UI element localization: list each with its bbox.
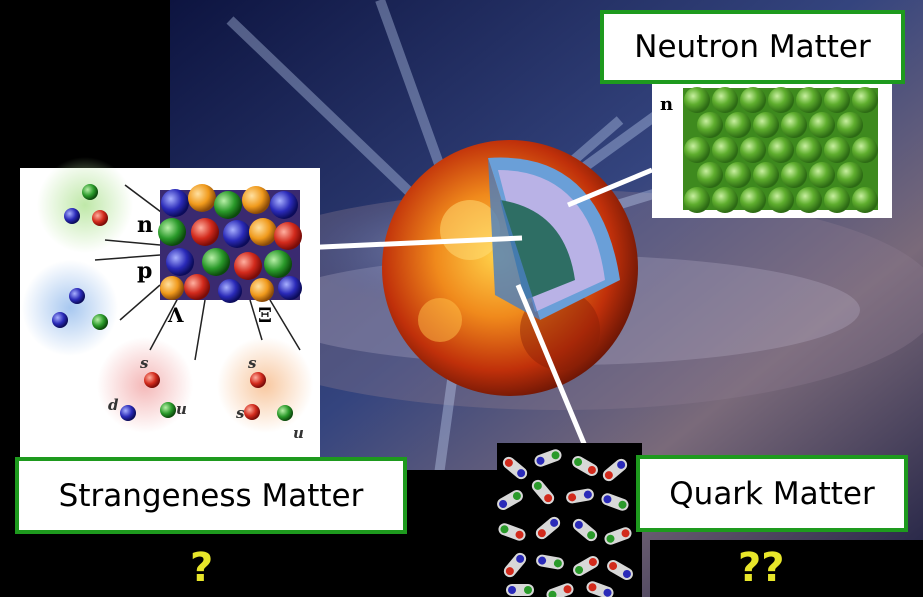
- neutron-ball: [684, 137, 710, 163]
- hadron-lattice: [158, 184, 302, 303]
- quark-matter-panel: [497, 443, 642, 597]
- quark-pair: [572, 518, 598, 542]
- neutron-ball: [740, 87, 766, 113]
- xi-quark-s-top: s: [248, 354, 257, 372]
- lambda-particle: [120, 372, 176, 421]
- lambda-quark-u: u: [176, 400, 187, 418]
- xi-particle: [244, 372, 293, 421]
- neutron-ball: [796, 137, 822, 163]
- strangeness-matter-label: Strangeness Matter: [15, 457, 407, 534]
- neutron-ball: [824, 187, 850, 213]
- quark-pair: [506, 584, 534, 596]
- quark-pair: [572, 456, 598, 476]
- neutron-ball: [740, 137, 766, 163]
- neutron-ball: [725, 112, 751, 138]
- neutron-ball: [837, 112, 863, 138]
- strangeness-matter-panel: n p Λ Ξ s d u s s u: [20, 157, 320, 460]
- quark-pair: [531, 479, 555, 505]
- proton-particle: [52, 288, 108, 330]
- neutron-ball: [712, 187, 738, 213]
- neutron-ball: [809, 162, 835, 188]
- neutron-ball: [697, 112, 723, 138]
- neutron-ball: [740, 187, 766, 213]
- neutron-ball: [781, 112, 807, 138]
- neutron-ball: [796, 187, 822, 213]
- lambda-quark-d: d: [108, 396, 119, 414]
- quark-matter-label: Quark Matter: [636, 455, 908, 532]
- neutron-matter-panel: n: [652, 78, 892, 218]
- quark-pair: [536, 554, 564, 570]
- neutron-star: [382, 140, 638, 396]
- quark-pair: [586, 581, 614, 597]
- lambda-quark-s: s: [140, 354, 149, 372]
- inset-neutron-symbol: n: [660, 94, 673, 115]
- neutron-ball: [684, 87, 710, 113]
- neutron-ball: [852, 87, 878, 113]
- quark-pair: [573, 556, 599, 576]
- xi-symbol: Ξ: [258, 303, 272, 327]
- neutron-ball: [852, 187, 878, 213]
- neutron-ball: [824, 87, 850, 113]
- xi-quark-u: u: [293, 424, 304, 442]
- neutron-ball: [697, 162, 723, 188]
- quark-pair: [601, 493, 629, 511]
- neutron-ball: [824, 137, 850, 163]
- quark-pair: [497, 490, 523, 510]
- quark-pair: [534, 449, 562, 467]
- connector-lines: [299, 167, 653, 447]
- quark-pair: [502, 456, 528, 480]
- question-mark-right: ??: [738, 545, 785, 591]
- quark-pair: [604, 527, 632, 545]
- quark-pair: [566, 488, 594, 504]
- quark-pair: [498, 523, 526, 541]
- neutron-ball: [781, 162, 807, 188]
- quark-pair: [607, 560, 633, 580]
- neutron-ball: [684, 187, 710, 213]
- neutron-ball: [753, 112, 779, 138]
- neutron-ball: [712, 137, 738, 163]
- neutron-ball: [725, 162, 751, 188]
- neutron-ball: [837, 162, 863, 188]
- neutron-ball: [768, 87, 794, 113]
- quark-pair: [602, 458, 628, 482]
- question-mark-left: ?: [190, 545, 214, 591]
- lambda-symbol: Λ: [167, 303, 184, 327]
- neutron-particle: [64, 184, 108, 226]
- neutron-matter-label: Neutron Matter: [600, 10, 905, 84]
- neutron-symbol: n: [137, 212, 153, 238]
- neutron-ball: [712, 87, 738, 113]
- quark-pair: [535, 516, 561, 540]
- neutron-ball: [753, 162, 779, 188]
- neutron-ball: [796, 87, 822, 113]
- neutron-ball: [768, 137, 794, 163]
- neutron-ball: [852, 137, 878, 163]
- neutron-ball: [809, 112, 835, 138]
- quark-pair: [503, 552, 527, 578]
- xi-quark-s-left: s: [236, 404, 245, 422]
- neutron-ball: [768, 187, 794, 213]
- proton-symbol: p: [137, 258, 152, 284]
